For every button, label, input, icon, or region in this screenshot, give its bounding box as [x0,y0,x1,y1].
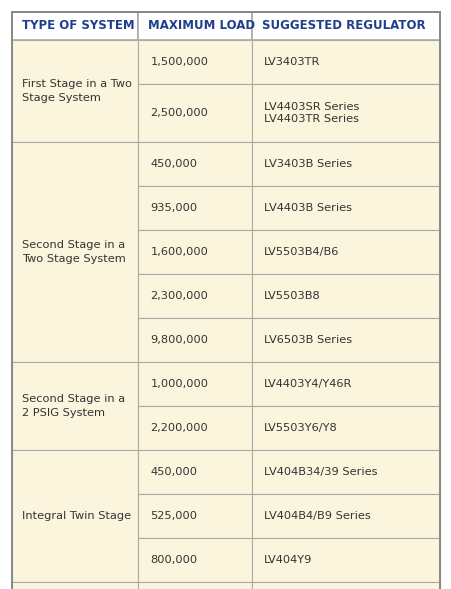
Text: LV404B4/B9 Series: LV404B4/B9 Series [263,511,370,521]
Bar [251,186,439,230]
Text: First Stage in a Two
Stage System: First Stage in a Two Stage System [22,80,132,102]
Text: LV4403Y4/Y46R: LV4403Y4/Y46R [263,379,351,389]
Bar [12,142,138,362]
Bar [251,12,439,40]
Text: LV4403SR Series
LV4403TR Series: LV4403SR Series LV4403TR Series [263,102,358,124]
Bar [138,186,251,230]
Bar [251,230,439,274]
Text: 450,000: 450,000 [150,467,197,477]
Text: LV5503Y6/Y8: LV5503Y6/Y8 [263,423,337,433]
Bar [138,318,251,362]
Bar [251,582,439,589]
Text: 9,800,000: 9,800,000 [150,335,208,345]
Text: LV5503B4/B6: LV5503B4/B6 [263,247,338,257]
Bar [12,362,138,450]
Bar [251,274,439,318]
Text: LV404Y9: LV404Y9 [263,555,311,565]
Text: LV4403B Series: LV4403B Series [263,203,351,213]
Bar [138,406,251,450]
Text: LV404B34/39 Series: LV404B34/39 Series [263,467,376,477]
Bar [251,406,439,450]
Bar [138,362,251,406]
Text: LV5503B8: LV5503B8 [263,291,320,301]
Bar [251,142,439,186]
Bar [138,12,251,40]
Bar [251,450,439,494]
Text: 935,000: 935,000 [150,203,197,213]
Bar [138,494,251,538]
Text: 2,200,000: 2,200,000 [150,423,207,433]
Bar [138,230,251,274]
Text: TYPE OF SYSTEM: TYPE OF SYSTEM [22,19,134,32]
Text: SUGGESTED REGULATOR: SUGGESTED REGULATOR [261,19,424,32]
Text: LV3403B Series: LV3403B Series [263,159,351,169]
Text: Second Stage in a
Two Stage System: Second Stage in a Two Stage System [22,240,125,264]
Bar [251,494,439,538]
Text: 1,500,000: 1,500,000 [150,57,208,67]
Text: 1,000,000: 1,000,000 [150,379,208,389]
Text: Second Stage in a
2 PSIG System: Second Stage in a 2 PSIG System [22,395,125,418]
Bar [251,362,439,406]
Text: 800,000: 800,000 [150,555,197,565]
Bar [251,538,439,582]
Bar [138,84,251,142]
Text: LV3403TR: LV3403TR [263,57,319,67]
Text: 450,000: 450,000 [150,159,197,169]
Text: 2,500,000: 2,500,000 [150,108,207,118]
Bar [12,12,138,40]
Bar [138,142,251,186]
Text: 2,300,000: 2,300,000 [150,291,207,301]
Bar [138,274,251,318]
Bar [12,40,138,142]
Bar [251,40,439,84]
Bar [12,450,138,582]
Text: MAXIMUM LOAD: MAXIMUM LOAD [148,19,255,32]
Bar [138,538,251,582]
Bar [138,582,251,589]
Bar [12,582,138,589]
Bar [138,40,251,84]
Text: 525,000: 525,000 [150,511,197,521]
Bar [251,318,439,362]
Text: 1,600,000: 1,600,000 [150,247,207,257]
Text: LV6503B Series: LV6503B Series [263,335,351,345]
Bar [251,84,439,142]
Bar [138,450,251,494]
Text: Integral Twin Stage: Integral Twin Stage [22,511,131,521]
